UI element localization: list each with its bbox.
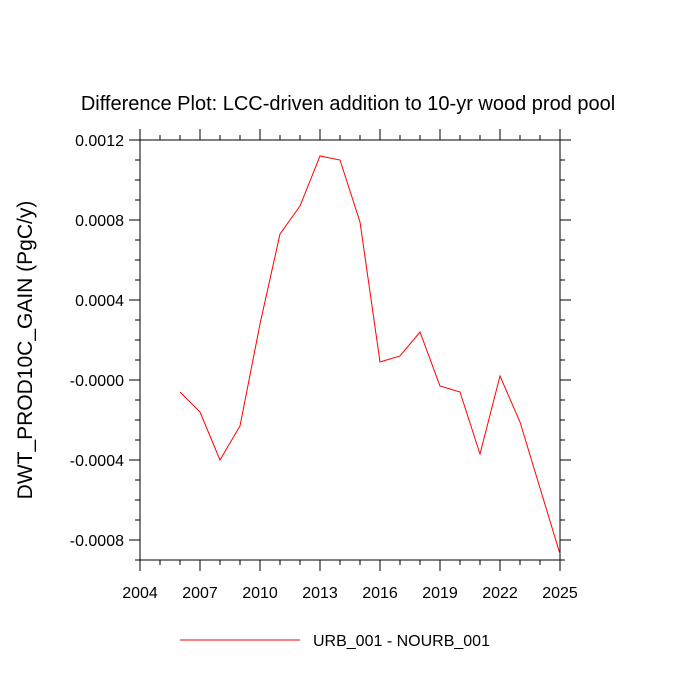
series-line	[179, 155, 561, 555]
x-tick-label: 2016	[362, 585, 398, 602]
x-tick-label: 2022	[482, 585, 518, 602]
y-tick-label: -0.0004	[70, 453, 124, 470]
y-tick-label: -0.0000	[70, 373, 124, 390]
x-tick-label: 2007	[182, 585, 218, 602]
y-tick-label: 0.0008	[75, 213, 124, 230]
x-tick-label: 2013	[302, 585, 338, 602]
y-tick-label: 0.0004	[75, 293, 124, 310]
y-axis-label: DWT_PROD10C_GAIN (PgC/y)	[14, 201, 37, 500]
x-tick-label: 2025	[542, 585, 578, 602]
x-tick-label: 2004	[122, 585, 158, 602]
legend-label: URB_001 - NOURB_001	[313, 633, 490, 650]
y-tick-label: -0.0008	[70, 533, 124, 550]
plot-frame	[139, 139, 561, 561]
chart-title: Difference Plot: LCC-driven addition to …	[81, 93, 615, 115]
x-tick-label: 2010	[242, 585, 278, 602]
y-tick-label: 0.0012	[75, 133, 124, 150]
x-tick-label: 2019	[422, 585, 458, 602]
